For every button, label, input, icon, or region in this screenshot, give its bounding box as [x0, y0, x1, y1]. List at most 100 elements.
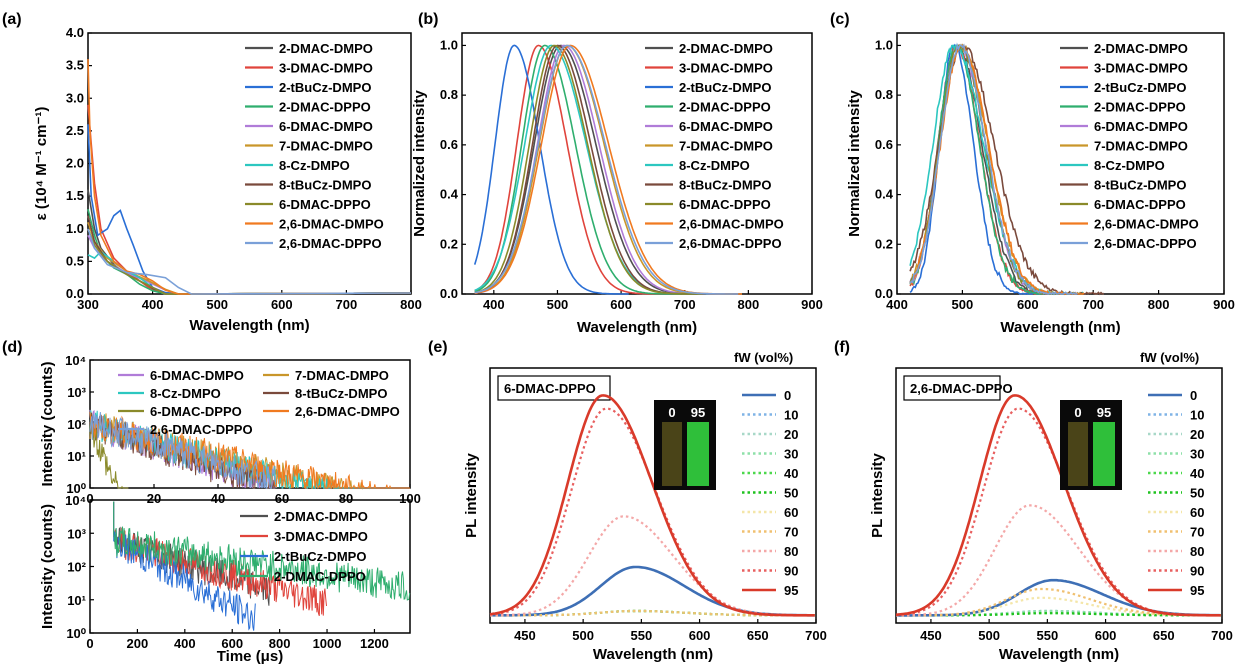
panel-b-series — [474, 44, 703, 295]
panel-d-top-ytick-label: 10⁰ — [66, 481, 86, 496]
panel-f-x-tick-label: 450 — [920, 628, 942, 643]
panel-b-legend-entry: 2-DMAC-DPPO — [679, 100, 771, 115]
panel-e-series — [489, 394, 815, 617]
panel-a-series — [87, 221, 412, 295]
panel-e-inset-vial-95 — [687, 422, 709, 486]
panel-d-bottom-x-tick-label: 200 — [127, 636, 149, 651]
panel-d-bottom-ytick-label: 10⁰ — [66, 626, 86, 641]
panel-d-bottom-x-tick-label: 800 — [269, 636, 291, 651]
panel-c-legend-entry: 7-DMAC-DMPO — [1094, 139, 1188, 154]
panel-b-legend-entry: 2,6-DMAC-DMPO — [679, 217, 784, 232]
panel-f-series — [895, 394, 1221, 617]
panel-a-x-tick-label: 400 — [142, 297, 164, 312]
panel-a-series — [87, 228, 412, 295]
panel-d-top-series — [89, 412, 276, 490]
panel-f-legend-entry: 40 — [1190, 466, 1204, 481]
panel-e-legend-entry: 50 — [784, 486, 798, 501]
panel-c-legend-entry: 2-DMAC-DMPO — [1094, 41, 1188, 56]
panel-d-top-x-tick-label: 100 — [399, 491, 421, 506]
panel-d-top-x-tick-label: 20 — [147, 491, 161, 506]
panel-a-legend-entry: 6-DMAC-DMPO — [279, 119, 373, 134]
panel-e-legend-entry: 40 — [784, 466, 798, 481]
panel-e-x-tick-label: 500 — [572, 628, 594, 643]
panel-b-y-tick-label: 0.2 — [440, 236, 458, 251]
panel-a-legend-entry: 8-tBuCz-DMPO — [279, 178, 371, 193]
panel-a-y-tick-label: 3.5 — [66, 58, 84, 73]
panel-c-x-tick-label: 800 — [1148, 297, 1170, 312]
panel-e-x-tick-label: 650 — [747, 628, 769, 643]
panel-f-series — [896, 504, 1221, 617]
panel-f-legend-entry: 80 — [1190, 544, 1204, 559]
panel-b-legend-entry: 6-DMAC-DMPO — [679, 119, 773, 134]
panel-c-x-tick-label: 400 — [886, 297, 908, 312]
panel-f-series — [896, 587, 1221, 617]
panel-b-series — [474, 44, 739, 295]
panel-d-bottom-series — [113, 501, 256, 631]
panel-b-y-tick-label: 0.8 — [440, 87, 458, 102]
panel-d-top-x-tick-label: 80 — [339, 491, 353, 506]
panel-a-legend-entry: 2,6-DMAC-DMPO — [279, 217, 384, 232]
panel-e-legend-entry: 95 — [784, 583, 798, 598]
panel-a-series — [87, 59, 412, 295]
panel-a-legend-entry: 6-DMAC-DPPO — [279, 197, 371, 212]
panel-d-top-x-tick-label: 60 — [275, 491, 289, 506]
panel-b-legend-entry: 8-tBuCz-DMPO — [679, 178, 771, 193]
panel-a-legend-entry: 3-DMAC-DMPO — [279, 61, 373, 76]
panel-b-x-tick-label: 400 — [483, 297, 505, 312]
panel-f-inset-vial-0 — [1068, 422, 1088, 486]
panel-d-bottom-ylabel: Intensity (counts) — [39, 504, 56, 629]
panel-f-legend-entry: 50 — [1190, 486, 1204, 501]
panel-c-legend-entry: 8-Cz-DMPO — [1094, 158, 1165, 173]
panel-d-bottom-legend-entry: 3-DMAC-DMPO — [274, 529, 368, 544]
panel-a-series — [87, 124, 412, 295]
panel-b-series — [474, 44, 707, 295]
panel-b-legend-entry: 2,6-DMAC-DPPO — [679, 236, 782, 251]
panel-b-series — [474, 44, 667, 295]
panel-d-bottom-legend-entry: 2-DMAC-DMPO — [274, 509, 368, 524]
panel-d-top-x-tick-label: 0 — [86, 491, 93, 506]
panel-a-x-tick-label: 300 — [77, 297, 99, 312]
panel-c-ylabel: Normalized intensity — [846, 89, 863, 236]
panel-label-e: (e) — [428, 339, 448, 356]
panel-e-title: 6-DMAC-DPPO — [504, 381, 596, 396]
panel-c-series — [909, 42, 1078, 296]
panel-d-bottom-legend-entry: 2-DMAC-DPPO — [274, 569, 366, 584]
panel-label-d: (d) — [2, 339, 22, 356]
panel-label-c: (c) — [830, 11, 850, 28]
panel-b-series — [473, 44, 629, 295]
panel-f-legend-entry: 60 — [1190, 505, 1204, 520]
panel-e-x-tick-label: 700 — [805, 628, 827, 643]
panel-label-b: (b) — [418, 11, 438, 28]
panel-a-y-tick-label: 1.0 — [66, 221, 84, 236]
panel-f-legend-entry: 30 — [1190, 447, 1204, 462]
panel-e-legend-entry: 90 — [784, 564, 798, 579]
panel-c-x-tick-label: 700 — [1082, 297, 1104, 312]
panel-f-title: 2,6-DMAC-DPPO — [910, 381, 1013, 396]
panel-e-legend-entry: 70 — [784, 525, 798, 540]
panel-b-legend-entry: 7-DMAC-DMPO — [679, 139, 773, 154]
panel-a-legend-entry: 2-DMAC-DPPO — [279, 100, 371, 115]
panel-f-frame — [895, 367, 1223, 624]
panel-e-legend-title: fW (vol%) — [734, 350, 793, 365]
panel-f-inset-label-0: 0 — [1074, 405, 1081, 420]
panel-f-x-tick-label: 700 — [1211, 628, 1233, 643]
panel-f-legend-title: fW (vol%) — [1140, 350, 1199, 365]
panel-d-top-series — [89, 414, 129, 489]
panel-d-top-series — [89, 412, 277, 489]
panel-b-legend-entry: 3-DMAC-DMPO — [679, 61, 773, 76]
panel-c-legend-entry: 2,6-DMAC-DPPO — [1094, 236, 1197, 251]
panel-e-x-tick-label: 550 — [631, 628, 653, 643]
panel-a-ylabel: ε (10⁴ M⁻¹ cm⁻¹) — [33, 107, 50, 221]
panel-e-legend-entry: 80 — [784, 544, 798, 559]
panel-c-y-tick-label: 0.4 — [875, 187, 894, 202]
panel-f-title-box — [903, 375, 1001, 401]
panel-c-x-tick-label: 600 — [1017, 297, 1039, 312]
panel-f-x-tick-label: 500 — [978, 628, 1000, 643]
panel-a-legend-entry: 7-DMAC-DMPO — [279, 139, 373, 154]
panel-a-x-tick-label: 800 — [400, 297, 422, 312]
panel-b-ylabel: Normalized intensity — [411, 89, 428, 236]
panel-c-legend-entry: 2-DMAC-DPPO — [1094, 100, 1186, 115]
panel-e-legend-entry: 30 — [784, 447, 798, 462]
panel-f-legend-entry: 0 — [1190, 388, 1197, 403]
panel-a-x-tick-label: 700 — [336, 297, 358, 312]
